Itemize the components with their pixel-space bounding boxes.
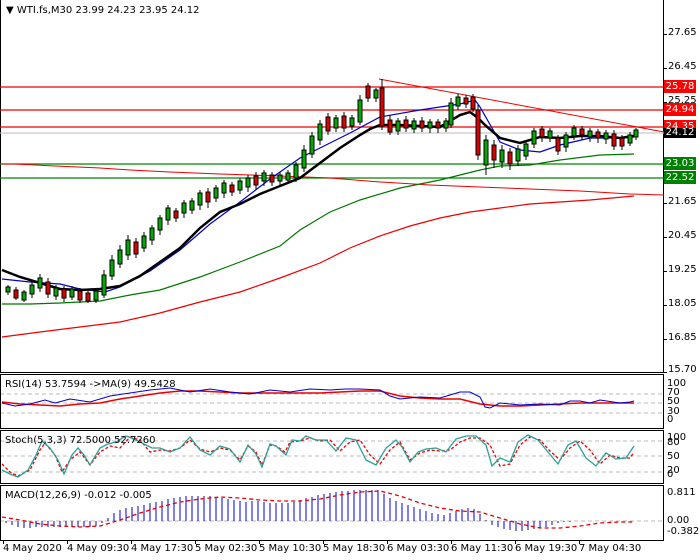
rsi-ma-line: [1, 390, 634, 407]
rsi-line: [1, 387, 635, 409]
macd-signal-line: [1, 490, 634, 529]
pane-separator[interactable]: [0, 483, 664, 486]
price-tick: 20.45: [668, 230, 697, 241]
price-tag-resistance-1: 25.78: [664, 80, 696, 93]
time-tick: 4 May 09:30: [67, 543, 130, 554]
pane-separator[interactable]: [0, 428, 664, 431]
stoch-main-line: [1, 434, 635, 478]
price-tick: 15.70: [668, 364, 697, 375]
rsi-level: 50: [667, 396, 680, 407]
long-trendline: [2, 163, 665, 196]
price-tick: 27.65: [668, 27, 697, 38]
ma-fast-line: [1, 110, 635, 292]
time-tick: 4 May 17:30: [131, 543, 194, 554]
time-tick: 5 May 02:30: [195, 543, 258, 554]
ma-medium-line: [1, 99, 635, 293]
chart-title: ▼ WTI.fs,M30 23.99 24.23 23.95 24.12: [6, 5, 200, 16]
macd-level: -0.382: [667, 526, 700, 537]
main-chart-pane[interactable]: [0, 0, 664, 372]
price-tag-support-2: 22.52: [664, 171, 696, 184]
macd-histogram: [5, 490, 571, 531]
price-tick: 25.25: [668, 95, 697, 106]
pane-separator[interactable]: [0, 372, 664, 375]
time-tick: 6 May 03:30: [387, 543, 450, 554]
rsi-pane[interactable]: [0, 375, 664, 428]
stoch-level: 0: [667, 469, 674, 480]
ma-long-line: [1, 195, 635, 338]
candlesticks: [5, 79, 639, 303]
time-tick: 6 May 19:30: [515, 543, 578, 554]
time-tick: 4 May 2020: [3, 543, 62, 554]
price-tag-support-1: 23.03: [664, 157, 696, 170]
rsi-title: RSI(14) 53.7594 ->MA(9) 49.5428: [5, 379, 176, 390]
descending-trendline: [378, 78, 665, 133]
time-tick: 7 May 04:30: [579, 543, 642, 554]
rsi-level: 0: [667, 414, 674, 425]
time-tick: 5 May 18:30: [323, 543, 386, 554]
price-tick: 19.25: [668, 264, 697, 275]
symbol-ohlc-label: WTI.fs,M30 23.99 24.23 23.95 24.12: [16, 5, 200, 16]
time-tick: 5 May 10:30: [259, 543, 322, 554]
rsi-level: 30: [667, 406, 680, 417]
price-tick: 21.65: [668, 196, 697, 207]
stoch-level: 80: [667, 437, 680, 448]
stoch-signal-line: [1, 436, 635, 477]
rsi-level: 70: [667, 387, 680, 398]
rsi-level: 100: [667, 378, 687, 389]
macd-level: 0.00: [667, 515, 690, 526]
macd-title: MACD(12,26,9) -0.012 -0.005: [5, 490, 152, 501]
collapse-triangle-icon[interactable]: ▼: [6, 5, 14, 16]
stoch-level: 100: [667, 432, 687, 443]
price-tag-current: 24.12: [664, 127, 696, 138]
time-tick: 6 May 11:30: [451, 543, 514, 554]
macd-level: 0.811: [667, 487, 696, 498]
price-tag-resistance-2: 24.94: [664, 103, 696, 116]
price-tick: 18.05: [668, 298, 697, 309]
price-tick: 16.85: [668, 332, 697, 343]
stoch-title: Stoch(5,3,3) 72.5000 52.7260: [5, 435, 156, 446]
ma-slow-line: [2, 153, 635, 305]
macd-pane[interactable]: [0, 486, 664, 541]
stoch-level: 50: [667, 451, 680, 462]
stoch-level: 20: [667, 465, 680, 476]
stoch-pane[interactable]: [0, 431, 664, 483]
price-tick: 26.45: [668, 61, 697, 72]
